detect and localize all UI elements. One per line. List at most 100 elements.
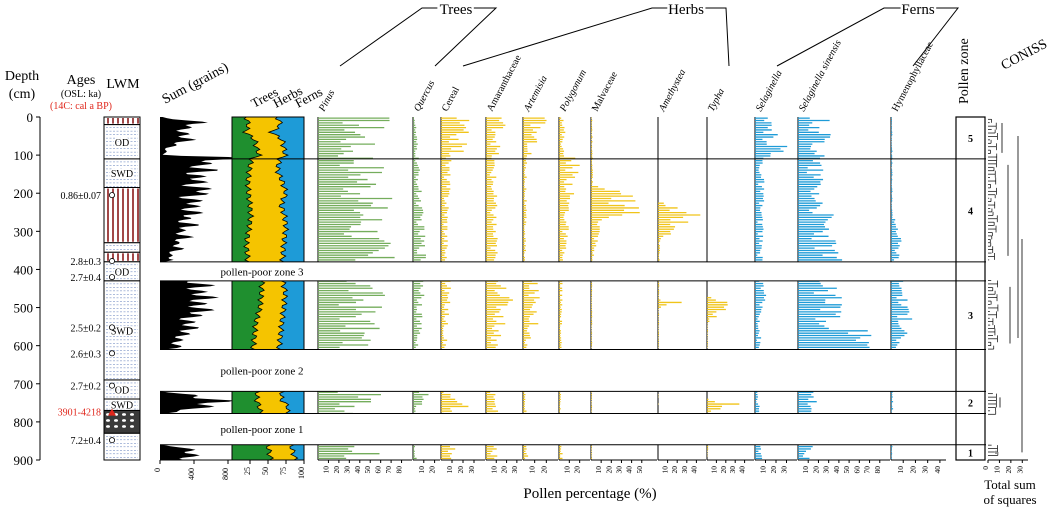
coniss-tick-label: 0 [981,466,990,470]
osl-sample-marker [109,437,116,444]
pollen-zone-number: 3 [968,311,973,322]
ages-title: Ages [67,73,96,88]
group-header-ferns: Ferns [901,2,934,18]
taxon-label: Selaginella sinensis [797,38,844,113]
taxon-tick-label: 40 [689,466,698,474]
group-bracket-ferns [776,7,960,67]
ages-c14-note: (14C: cal a BP) [50,101,112,112]
depth-tick-label: 700 [14,377,34,392]
taxon-tick-label: 50 [363,466,372,474]
group-bracket-herbs [462,7,730,67]
osl-sample-marker [109,192,116,199]
age-label: 2.8±0.3 [71,257,102,268]
taxon-tick-label: 20 [332,466,341,474]
gravel-clast [130,413,134,416]
age-label: 7.2±0.4 [71,436,102,447]
depth-axis: Depth (cm) 0 100 200 300 400 500 600 700 800 900 [5,69,41,468]
gravel-clast [122,425,126,428]
taxon-tick-label: 20 [456,466,465,474]
taxon-tick-label: 20 [500,466,509,474]
age-label: 0.86±0.07 [61,191,102,202]
taxon-tick-label: 30 [467,466,476,474]
pollen-poor-label: pollen-poor zone 3 [220,266,304,278]
pollen-zone-number: 1 [968,448,973,459]
pollen-zone-number: 4 [968,206,973,217]
taxon-tick-label: 30 [822,466,831,474]
taxon-tick-label: 10 [709,466,718,474]
lwm-unit-label: SWD [111,401,133,412]
taxon-tick-label: 10 [445,466,454,474]
gravel-clast [122,419,126,422]
depth-tick-label: 900 [14,453,34,468]
taxon-tick-label: 80 [873,466,882,474]
age-label: 2.5±0.2 [71,323,102,334]
osl-sample-marker [109,258,116,265]
taxon-tick-label: 60 [374,466,383,474]
taxon-tick-label: 20 [428,466,437,474]
ages-column: Ages(OSL: ka)(14C: cal a BP) 0.86±0.07 2.8… [50,73,112,447]
taxon-tick-label: 30 [780,466,789,474]
gravel-clast [106,425,110,428]
taxon-tick-label: 10 [417,466,426,474]
lwm-unit-label: SWD [111,169,133,180]
taxon-tick-label: 10 [489,466,498,474]
taxon-tick-label: 20 [769,466,778,474]
group-tick-label: 25 [243,467,252,475]
taxon-label: Selaginella [754,69,785,114]
osl-sample-marker [109,324,116,331]
x-axis-label: Pollen percentage (%) [523,486,656,502]
taxon-label: Artemisia [521,74,549,114]
group-tick-label: 100 [297,467,306,479]
osl-sample-marker [109,382,116,389]
taxon-tick-label: 20 [670,466,679,474]
taxon-tick-label: 40 [625,466,634,474]
sum-tick-label: 0 [153,468,162,472]
pollen-poor-band [160,413,954,445]
lwm-unit-paleosol [103,116,141,126]
sum-profile [160,117,248,460]
taxon-tick-label: 50 [842,466,851,474]
pollen-zone-frame [955,116,986,461]
lwm-unit-label: SWD [111,326,133,337]
taxon-label: Cereal [440,85,462,113]
taxon-label: Hymenophyllaceae [890,40,936,114]
osl-sample-marker [109,274,116,281]
taxon-label: Amaranthaceae [485,53,524,114]
pollen-poor-band [160,261,954,281]
taxon-tick-label: 20 [719,466,728,474]
taxon-tick-label: 10 [759,466,768,474]
pollen-zone-column: Pollen zone 5 4 3 2 1 [955,38,986,461]
coniss-tick-label: 20 [1004,466,1013,474]
taxon-tick-label: 30 [342,466,351,474]
group-headers: Trees Herbs Ferns [339,0,960,67]
gravel-clast [130,425,134,428]
lwm-unit-label: OD [115,138,129,149]
taxon-label: Quercus [412,79,437,114]
taxon-tick-label: 20 [908,466,917,474]
lwm-title: LWM [106,77,140,92]
taxon-tick-label: 80 [395,466,404,474]
depth-tick-label: 600 [14,339,34,354]
coniss-tick-label: 10 [992,466,1001,474]
coniss-title: CONISS [999,37,1050,74]
lwm-unit-label: OD [115,267,129,278]
depth-tick-label: 300 [14,224,34,239]
age-label: 2.6±0.3 [71,349,102,360]
taxon-label: Malvaceae [590,70,620,114]
gravel-clast [122,413,126,416]
taxon-tick-label: 70 [863,466,872,474]
taxon-tick-label: 70 [384,466,393,474]
group-tick-label: 75 [279,467,288,475]
sum-tick-label: 400 [187,468,196,480]
zone-overlay: pollen-poor zone 3 pollen-poor zone 2 poll… [160,158,986,446]
taxon-tick-label: 40 [738,466,747,474]
pollen-poor-label: pollen-poor zone 2 [220,365,303,377]
taxon-tick-label: 60 [852,466,861,474]
depth-tick-label: 100 [14,148,34,163]
taxon-tick-label: 20 [811,466,820,474]
ages-subtitle: (OSL: ka) [61,89,101,100]
depth-unit: (cm) [9,87,36,102]
